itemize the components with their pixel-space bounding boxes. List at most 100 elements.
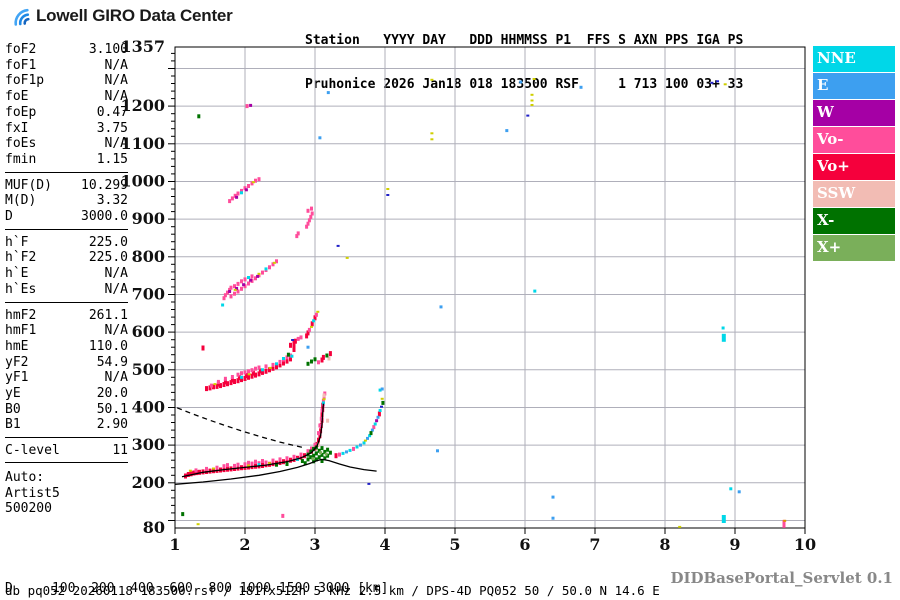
y-axis-label: 80 xyxy=(143,518,165,537)
parameter-row: hmE 110.0 xyxy=(5,339,128,355)
data-point xyxy=(285,456,289,461)
data-point xyxy=(737,490,741,494)
data-point xyxy=(268,265,271,270)
data-point xyxy=(313,315,317,321)
data-point xyxy=(247,374,250,380)
data-point xyxy=(229,285,233,290)
parameter-label: foEp xyxy=(5,104,37,120)
parameter-row: MUF(D) 10.299 xyxy=(5,178,128,194)
data-point xyxy=(336,244,340,247)
data-point xyxy=(240,279,243,284)
parameter-label: Artist5 xyxy=(5,485,60,501)
data-point xyxy=(316,310,320,313)
data-point xyxy=(247,281,250,286)
data-point xyxy=(306,208,310,213)
legend-item-xplus: X+ xyxy=(813,235,895,261)
parameter-row: Auto: xyxy=(5,470,128,486)
data-point xyxy=(378,409,382,412)
parameter-row: hmF1 N/A xyxy=(5,323,128,339)
parameter-row: foF1p N/A xyxy=(5,73,128,89)
data-point xyxy=(278,359,282,364)
parameter-group: C-level 11 xyxy=(5,437,128,463)
parameter-group: hmF2 261.1 hmF1 N/A hmE 110.0 yF2 54.9 yF1 N/A yE 2… xyxy=(5,301,128,434)
data-point xyxy=(551,495,555,499)
data-point xyxy=(338,452,341,457)
data-point xyxy=(678,525,682,528)
data-point xyxy=(243,376,247,381)
parameter-value: 225.0 xyxy=(88,234,128,250)
parameter-label: foEs xyxy=(5,136,37,152)
data-point xyxy=(233,463,236,468)
parameter-value: 0.47 xyxy=(96,104,128,120)
data-point xyxy=(783,519,787,522)
data-point xyxy=(226,381,229,387)
parameter-row: foF2 3.100 xyxy=(5,42,128,58)
x-axis-label: 4 xyxy=(379,535,390,554)
data-point xyxy=(188,469,192,472)
data-point xyxy=(368,434,372,438)
data-point xyxy=(257,463,261,467)
parameter-group: MUF(D) 10.299 M(D) 3.32 D 3000.0 xyxy=(5,171,128,225)
data-point xyxy=(250,181,254,186)
legend-item-xminus: X- xyxy=(813,208,895,234)
data-point xyxy=(326,447,330,452)
parameter-value: 3.100 xyxy=(88,42,128,57)
giro-signal-icon xyxy=(14,8,30,26)
data-point xyxy=(222,464,226,469)
data-point xyxy=(430,78,434,81)
data-point xyxy=(373,422,377,426)
parameter-value: N/A xyxy=(104,89,128,105)
data-point xyxy=(729,487,733,491)
y-axis-label: 900 xyxy=(132,209,165,228)
y-axis-label: 600 xyxy=(132,322,165,341)
data-point xyxy=(326,91,330,95)
data-point xyxy=(229,380,233,386)
data-point xyxy=(209,383,213,388)
data-point xyxy=(205,466,208,471)
parameter-value: 3000.0 xyxy=(81,209,128,225)
data-point xyxy=(320,459,324,463)
data-point xyxy=(303,461,307,466)
data-point xyxy=(721,515,726,523)
direction-legend: NNE E W Vo- Vo+ SSW X- X+ xyxy=(813,46,895,262)
data-point xyxy=(299,452,303,457)
data-point xyxy=(264,267,268,271)
data-point xyxy=(348,448,352,452)
parameter-value: 3.32 xyxy=(96,193,128,209)
parameter-label: B0 xyxy=(5,401,21,417)
data-point xyxy=(250,461,254,466)
true-height-profile-curve xyxy=(174,458,377,485)
data-point xyxy=(285,358,289,364)
data-point xyxy=(318,433,322,439)
parameter-label: yE xyxy=(5,386,21,402)
data-point xyxy=(310,211,314,216)
data-point xyxy=(247,369,250,374)
parameter-label: h`E xyxy=(5,266,29,282)
data-point xyxy=(271,365,275,371)
data-point xyxy=(327,356,331,361)
legend-item-ssw: SSW xyxy=(813,181,895,207)
data-point xyxy=(362,441,366,445)
data-point xyxy=(223,376,227,381)
data-point xyxy=(281,513,285,518)
data-point xyxy=(322,393,326,398)
data-point xyxy=(321,354,325,360)
data-point xyxy=(268,366,272,369)
data-point xyxy=(275,462,278,467)
x-axis-label: 3 xyxy=(309,535,320,554)
data-point xyxy=(242,283,246,287)
data-point xyxy=(286,352,290,357)
data-point xyxy=(240,371,243,376)
data-point xyxy=(221,303,225,307)
data-point xyxy=(247,276,250,279)
parameter-value: 54.9 xyxy=(96,354,128,370)
data-point xyxy=(236,372,240,377)
data-point xyxy=(320,446,324,451)
data-point xyxy=(313,442,317,447)
data-point xyxy=(247,460,250,465)
data-point xyxy=(212,467,215,470)
data-point xyxy=(430,138,434,141)
x-axis-label: 8 xyxy=(659,535,670,554)
data-point xyxy=(369,431,373,436)
parameter-group: Auto: Artist5 500200 xyxy=(5,470,128,517)
